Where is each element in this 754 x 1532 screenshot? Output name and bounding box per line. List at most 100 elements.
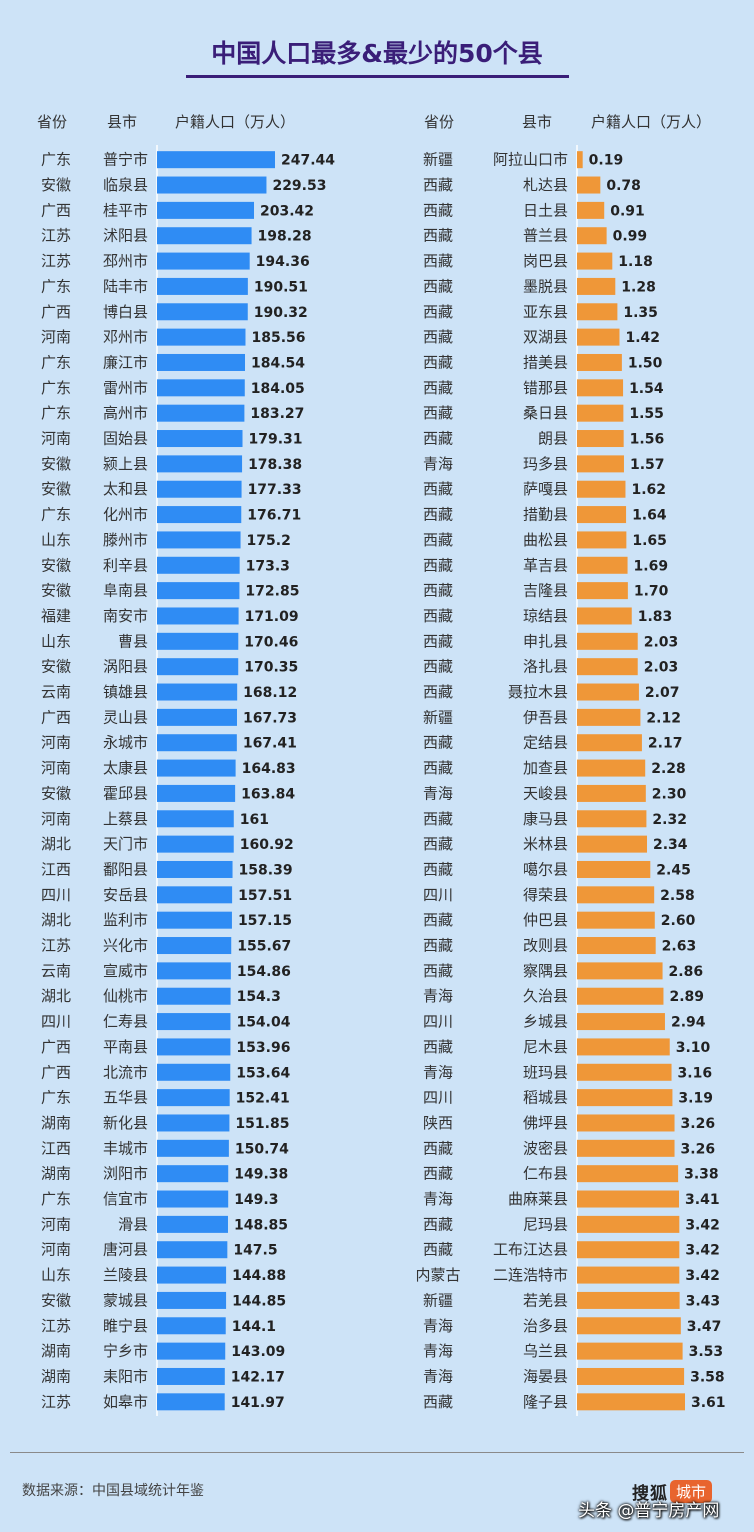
bar	[577, 252, 613, 270]
bar	[157, 277, 248, 295]
row-county: 尼玛县	[523, 1215, 568, 1233]
bar	[157, 962, 231, 980]
bar-value-label: 2.30	[652, 786, 687, 802]
row-county: 监利市	[103, 911, 148, 929]
row-county: 隆子县	[523, 1393, 568, 1411]
row-province: 青海	[423, 1190, 453, 1208]
bar-value-label: 178.38	[248, 457, 302, 473]
bar	[157, 176, 267, 194]
bar	[577, 658, 638, 676]
row-province: 河南	[41, 1241, 71, 1259]
row-county: 朗县	[538, 430, 568, 448]
bar-value-label: 1.65	[632, 533, 667, 549]
bar-value-label: 148.85	[234, 1217, 288, 1233]
row-province: 江苏	[41, 1317, 71, 1335]
bar	[157, 658, 239, 676]
row-county: 若羌县	[523, 1291, 568, 1309]
header-province-right: 省份	[424, 113, 455, 131]
bar-value-label: 160.92	[240, 837, 294, 853]
row-county: 天峻县	[523, 784, 568, 802]
bar-value-label: 2.17	[648, 736, 683, 752]
bar	[577, 379, 624, 397]
bar-value-label: 3.58	[690, 1369, 725, 1385]
row-province: 西藏	[423, 1165, 453, 1183]
bar	[157, 1114, 230, 1132]
bar-value-label: 3.42	[685, 1243, 720, 1259]
bar-value-label: 149.38	[234, 1167, 288, 1183]
row-province: 西藏	[423, 759, 453, 777]
row-province: 西藏	[423, 506, 453, 524]
logo-word: 搜狐	[632, 1483, 668, 1504]
bar	[157, 886, 233, 904]
bar-value-label: 175.2	[247, 533, 291, 549]
row-county: 霍邱县	[103, 784, 148, 802]
row-county: 改则县	[523, 937, 568, 955]
bar	[157, 734, 237, 752]
bar	[577, 1241, 680, 1259]
row-county: 睢宁县	[103, 1317, 148, 1335]
bar	[577, 607, 632, 625]
data-source-note: 数据来源：中国县域统计年鉴	[22, 1483, 204, 1499]
logo-tag: 城市	[670, 1479, 713, 1503]
bar-value-label: 3.42	[685, 1268, 720, 1284]
row-county: 临泉县	[103, 176, 148, 194]
bar-value-label: 3.53	[689, 1344, 724, 1360]
bar-value-label: 3.43	[686, 1293, 721, 1309]
row-province: 西藏	[423, 937, 453, 955]
row-province: 山东	[41, 531, 71, 549]
bar-value-label: 229.53	[272, 178, 326, 194]
bar-value-label: 1.56	[630, 432, 665, 448]
row-province: 西藏	[423, 658, 453, 676]
row-province: 西藏	[423, 582, 453, 600]
row-county: 仁布县	[523, 1165, 568, 1183]
row-province: 江西	[41, 860, 71, 878]
title-underline	[186, 75, 569, 78]
bar	[577, 1013, 665, 1031]
row-province: 青海	[423, 987, 453, 1005]
bar-value-label: 3.61	[691, 1395, 726, 1411]
bar-value-label: 3.19	[678, 1091, 713, 1107]
row-county: 二连浩特市	[493, 1266, 568, 1284]
row-county: 琼结县	[523, 607, 568, 625]
bar-value-label: 152.41	[236, 1091, 290, 1107]
bar	[157, 987, 231, 1005]
bar-value-label: 2.32	[652, 812, 687, 828]
row-province: 西藏	[423, 1215, 453, 1233]
row-province: 西藏	[423, 556, 453, 574]
row-province: 西藏	[423, 480, 453, 498]
bar-value-label: 172.85	[245, 584, 299, 600]
bar-value-label: 1.35	[623, 305, 658, 321]
bar-value-label: 203.42	[260, 203, 314, 219]
row-province: 江苏	[41, 937, 71, 955]
bar-value-label: 194.36	[256, 254, 310, 270]
row-province: 青海	[423, 455, 453, 473]
row-province: 新疆	[423, 151, 453, 169]
row-county: 曹县	[118, 632, 148, 650]
row-county: 兰陵县	[103, 1266, 148, 1284]
bar	[577, 277, 616, 295]
row-province: 西藏	[423, 683, 453, 701]
bar	[577, 937, 656, 955]
row-county: 邓州市	[103, 328, 148, 346]
row-province: 湖南	[41, 1165, 71, 1183]
bar	[577, 1215, 680, 1233]
bar-value-label: 183.27	[250, 406, 304, 422]
row-county: 察隅县	[523, 962, 568, 980]
row-province: 四川	[423, 886, 453, 904]
row-province: 西藏	[423, 1241, 453, 1259]
bar	[577, 1266, 680, 1284]
header-province-left: 省份	[37, 113, 68, 131]
bar	[157, 784, 236, 802]
bar	[577, 860, 651, 878]
bar-value-label: 184.05	[251, 381, 305, 397]
row-county: 普宁市	[103, 151, 148, 169]
row-province: 新疆	[423, 1291, 453, 1309]
bar-value-label: 1.55	[629, 406, 664, 422]
row-county: 日土县	[523, 201, 568, 219]
row-county: 宣威市	[103, 962, 148, 980]
row-county: 申扎县	[523, 632, 568, 650]
bar	[577, 582, 628, 600]
row-county: 陆丰市	[103, 277, 148, 295]
bar	[157, 1393, 225, 1411]
bar	[157, 480, 242, 498]
